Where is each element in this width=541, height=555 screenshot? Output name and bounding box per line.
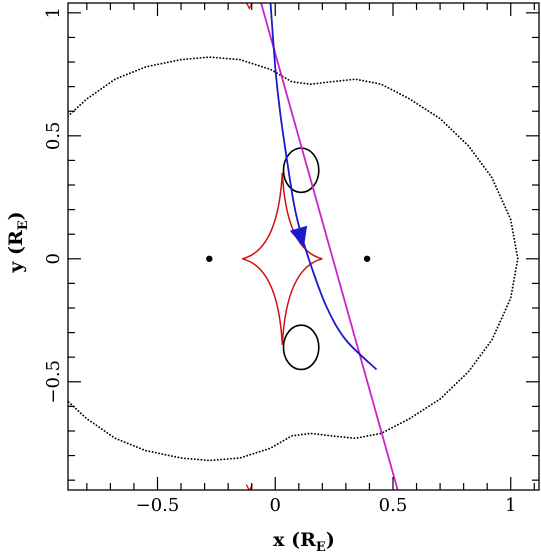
central-caustic xyxy=(242,172,323,345)
x-tick-label: 1 xyxy=(505,495,516,516)
lens-masses-layer xyxy=(206,255,371,262)
critical-curve-layer xyxy=(68,56,519,462)
y-axis-title: y (RE) xyxy=(5,211,31,273)
image-loop xyxy=(282,324,320,371)
y-tick-label: −0.5 xyxy=(43,360,64,404)
x-tick-label: 0 xyxy=(270,495,281,516)
y-tick-label: 0.5 xyxy=(43,121,64,150)
y-tick-label: 0 xyxy=(43,253,64,264)
x-tick-label: −0.5 xyxy=(136,495,180,516)
y-tick-label: 1 xyxy=(43,7,64,18)
tick-labels-layer: −0.5 0 0.5 1 −0.5 0 0.5 1 xyxy=(43,7,516,516)
source-trajectory-curve xyxy=(269,3,378,371)
direction-arrow xyxy=(289,225,308,248)
lens-mass-dot xyxy=(206,255,213,262)
ticks-layer xyxy=(68,3,539,490)
x-axis-title: x (RE) xyxy=(273,529,335,555)
x-tick-label: 0.5 xyxy=(379,495,408,516)
source-trajectory-line xyxy=(260,3,399,490)
trajectory-layer xyxy=(260,3,399,490)
critical-curve xyxy=(68,56,519,462)
lens-mass-dot xyxy=(363,255,371,262)
plot-frame xyxy=(67,2,540,491)
